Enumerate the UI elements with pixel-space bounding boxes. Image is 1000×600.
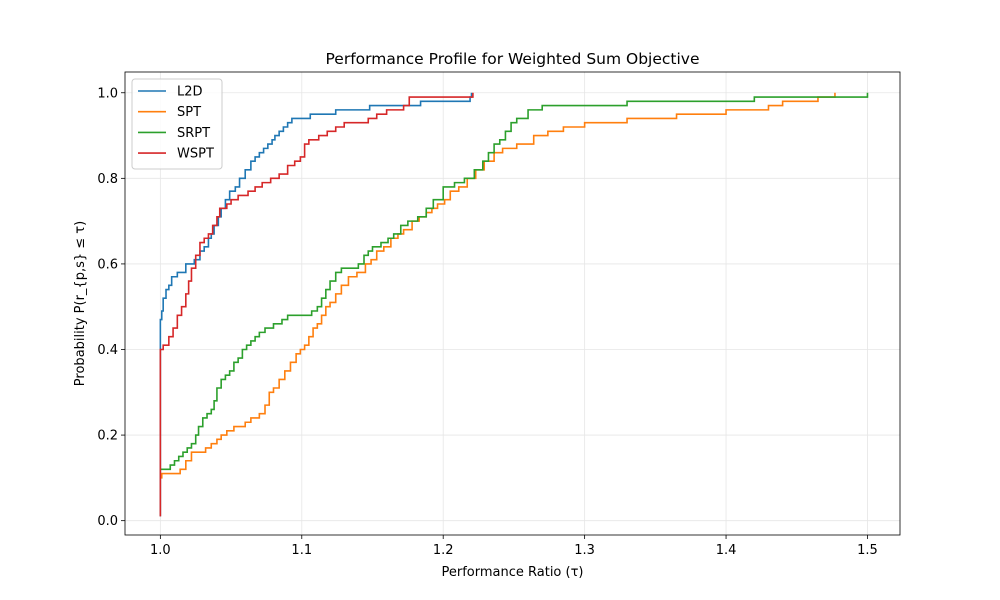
legend-box xyxy=(131,78,223,170)
series-line-spt xyxy=(160,92,836,479)
x-tick-label: 1.3 xyxy=(574,543,595,558)
series-line-l2d xyxy=(159,92,473,517)
legend-label-l2d: L2D xyxy=(177,85,203,100)
x-tick-label: 1.2 xyxy=(433,543,454,558)
y-tick-label: 0.6 xyxy=(97,257,118,272)
legend-label-wspt: WSPT xyxy=(177,147,214,162)
legend-label-srpt: SRPT xyxy=(177,126,210,141)
x-tick-label: 1.1 xyxy=(291,543,312,558)
y-tick-label: 1.0 xyxy=(97,86,118,101)
y-tick-label: 0.4 xyxy=(97,343,118,358)
axes-frame xyxy=(124,71,901,536)
axis-ticks: 1.0 1.1 1.2 1.3 1.4 1.5 0.0 0.2 0.4 0.6 0.8 1.0 xyxy=(97,86,878,558)
x-tick-label: 1.4 xyxy=(716,543,737,558)
grid-lines xyxy=(125,72,900,535)
y-axis-label: Probability P(r_{p,s} ≤ τ) xyxy=(73,221,88,386)
legend: L2D SPT SRPT WSPT xyxy=(131,78,223,170)
x-tick-label: 1.5 xyxy=(857,543,878,558)
x-tick-label: 1.0 xyxy=(150,543,171,558)
chart-title: Performance Profile for Weighted Sum Obj… xyxy=(326,50,700,68)
series-line-wspt xyxy=(159,92,474,517)
series-line-srpt xyxy=(160,92,869,471)
y-tick-label: 0.0 xyxy=(97,514,118,529)
y-tick-label: 0.8 xyxy=(97,172,118,187)
series-lines xyxy=(159,92,869,517)
y-tick-label: 0.2 xyxy=(97,429,118,444)
x-axis-label: Performance Ratio (τ) xyxy=(442,565,584,580)
legend-label-spt: SPT xyxy=(177,105,201,120)
